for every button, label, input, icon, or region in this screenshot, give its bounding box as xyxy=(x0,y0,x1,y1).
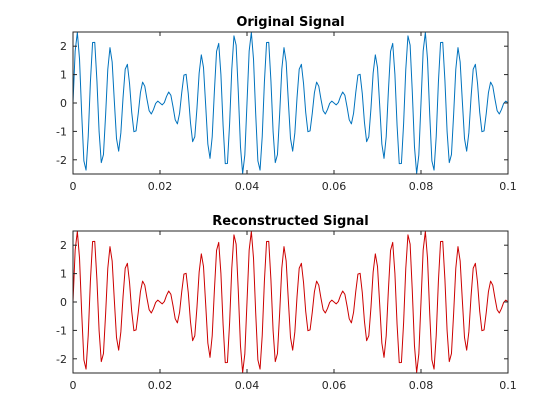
original-plot-area xyxy=(73,32,508,174)
reconstructed-chart-title: Reconstructed Signal xyxy=(212,214,369,229)
original-chart-title: Original Signal xyxy=(236,15,344,30)
reconstructed-x-tick-label: 0.1 xyxy=(499,379,517,392)
original-y-tick-label: 1 xyxy=(60,69,67,82)
original-y-tick-label: 2 xyxy=(60,40,67,53)
original-y-tick-label: -2 xyxy=(56,154,67,167)
reconstructed-signal-plot: 0 0.02 0.04 0.06 0.08 0.1 -2 -1 0 1 2 Reconstructed… xyxy=(56,214,517,392)
reconstructed-y-tick-label: -1 xyxy=(56,324,67,337)
reconstructed-x-tick-label: 0.04 xyxy=(235,379,260,392)
reconstructed-x-tick-label: 0.06 xyxy=(322,379,347,392)
original-signal-line xyxy=(73,32,508,174)
original-y-tick-label: -1 xyxy=(56,125,67,138)
reconstructed-y-tick-label: -2 xyxy=(56,353,67,366)
original-x-tick-label: 0.02 xyxy=(148,180,173,193)
reconstructed-y-tick-label: 1 xyxy=(60,268,67,281)
original-x-tick-label: 0.04 xyxy=(235,180,260,193)
reconstructed-y-tick-label: 0 xyxy=(60,296,67,309)
original-x-tick-label: 0.1 xyxy=(499,180,517,193)
reconstructed-x-tick-label: 0 xyxy=(70,379,77,392)
reconstructed-x-tick-label: 0.02 xyxy=(148,379,173,392)
reconstructed-x-tick-label: 0.08 xyxy=(409,379,434,392)
reconstructed-plot-area xyxy=(73,231,508,373)
original-x-tick-label: 0 xyxy=(70,180,77,193)
reconstructed-signal-line xyxy=(73,231,508,373)
original-x-tick-label: 0.06 xyxy=(322,180,347,193)
original-x-tick-label: 0.08 xyxy=(409,180,434,193)
original-signal-plot: 0 0.02 0.04 0.06 0.08 0.1 -2 -1 0 1 2 Original Sign… xyxy=(56,15,517,193)
reconstructed-y-tick-label: 2 xyxy=(60,239,67,252)
original-y-tick-label: 0 xyxy=(60,97,67,110)
